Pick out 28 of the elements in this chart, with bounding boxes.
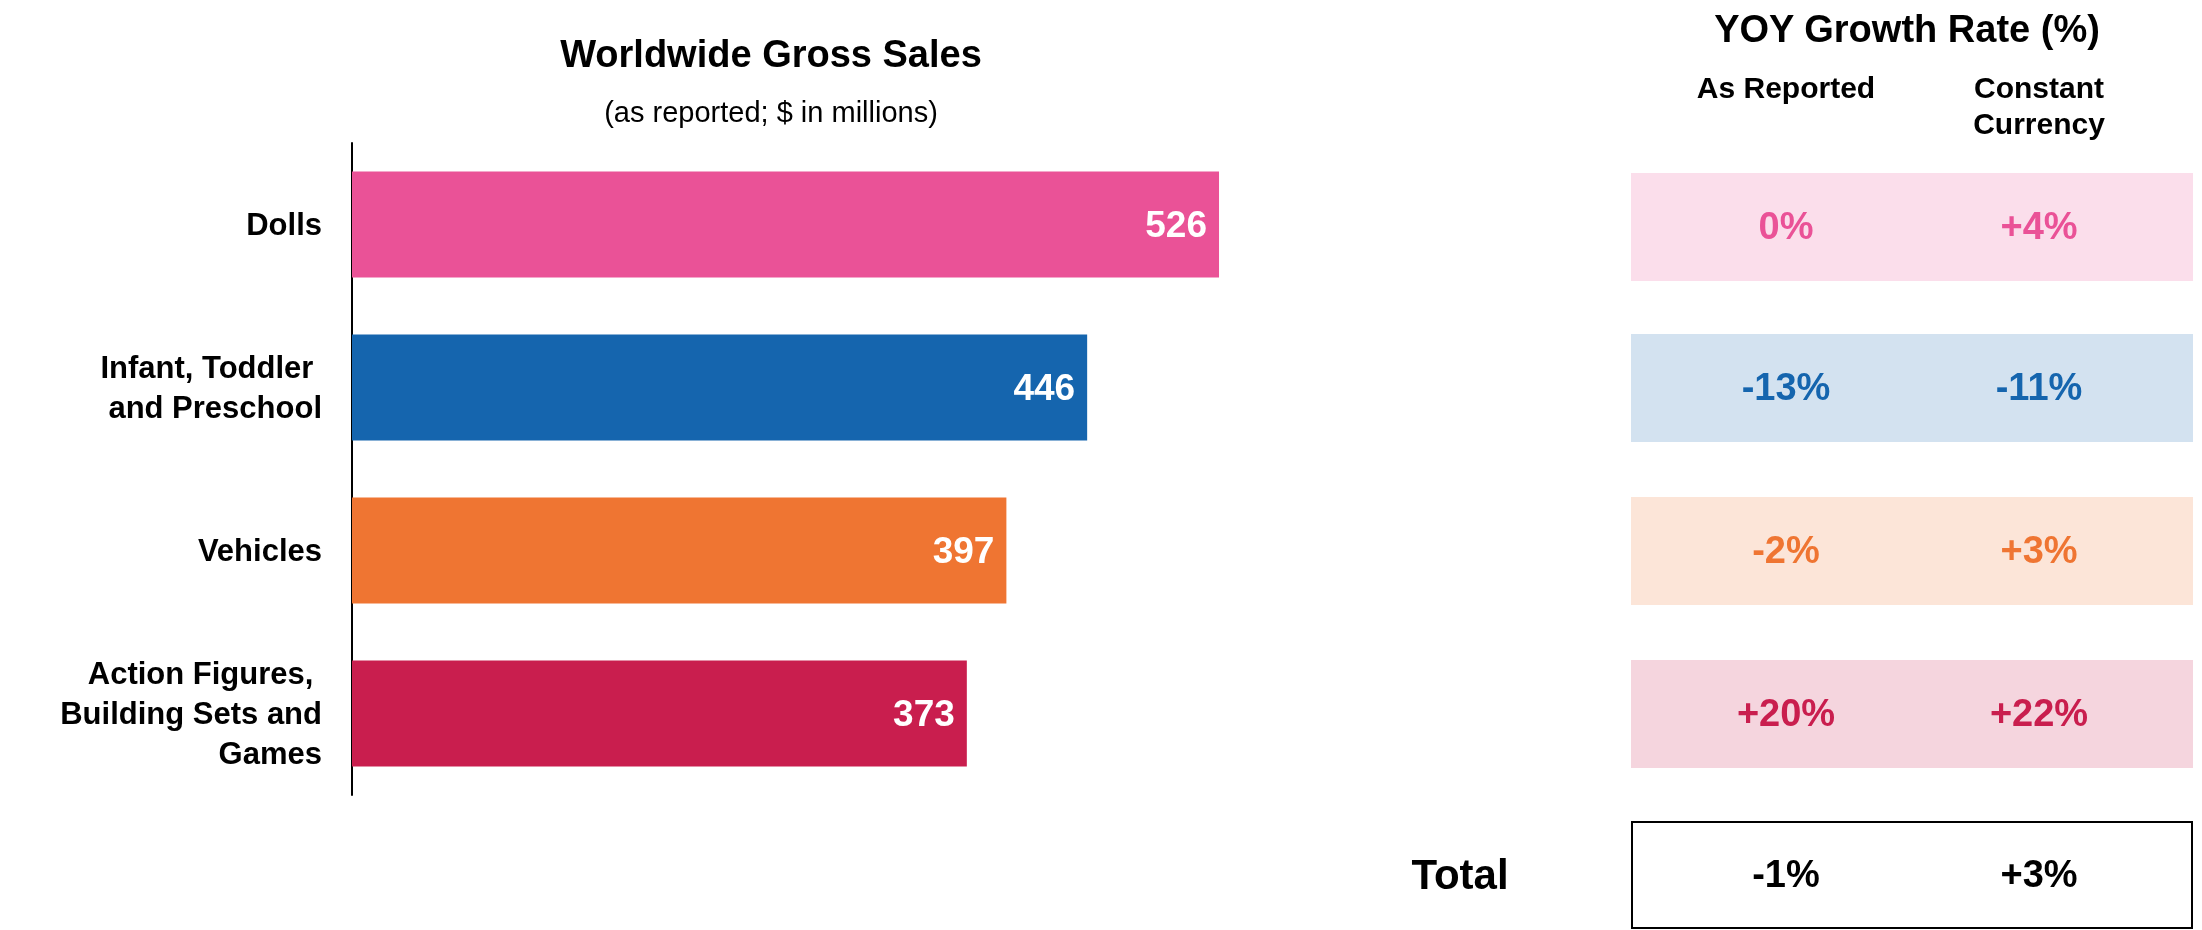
bar <box>352 334 1088 441</box>
data-label: 373 <box>893 693 955 734</box>
category-label: Total <box>1411 851 1509 898</box>
text: -2% <box>1752 529 1820 571</box>
text: YOY Growth Rate (%) <box>1713 8 2101 51</box>
data-label: 446 <box>1013 367 1076 408</box>
y-tick-label: Vehicles <box>197 533 322 568</box>
y-tick-label: Action Figures, Building Sets and Games <box>60 656 322 771</box>
y-tick-label: Infant, Toddler and Preschool <box>100 350 322 425</box>
text: +4% <box>2000 205 2078 247</box>
bar <box>352 660 967 767</box>
bar <box>352 497 1007 604</box>
text: +3% <box>2000 853 2078 895</box>
chart-subtitle: (as reported; $ in millions) <box>604 95 938 128</box>
text: +3% <box>2000 529 2078 571</box>
category-label: As Reported <box>1695 70 1877 106</box>
chart-title: Worldwide Gross Sales <box>560 33 982 75</box>
y-tick-label: Dolls <box>246 207 322 242</box>
text: 0% <box>1758 205 1814 247</box>
text: -11% <box>1995 366 2083 408</box>
bar <box>352 171 1220 278</box>
text: -13% <box>1741 366 1831 408</box>
data-label: 397 <box>932 530 995 571</box>
text: -1% <box>1752 853 1820 895</box>
text: +22% <box>1989 692 2089 734</box>
data-label: 526 <box>1145 204 1208 245</box>
category-label: Constant Currency <box>1972 70 2106 142</box>
text: +20% <box>1736 692 1836 734</box>
